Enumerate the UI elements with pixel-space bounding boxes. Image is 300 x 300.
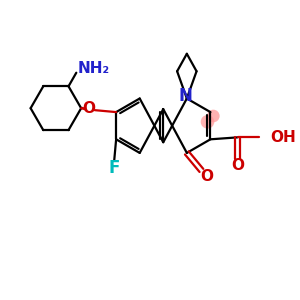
- Text: OH: OH: [271, 130, 296, 145]
- Ellipse shape: [201, 115, 214, 129]
- Text: O: O: [231, 158, 244, 173]
- Text: F: F: [109, 160, 120, 178]
- Text: O: O: [200, 169, 213, 184]
- Text: O: O: [82, 101, 95, 116]
- Ellipse shape: [207, 110, 220, 122]
- Text: N: N: [179, 87, 193, 105]
- Text: NH₂: NH₂: [78, 61, 110, 76]
